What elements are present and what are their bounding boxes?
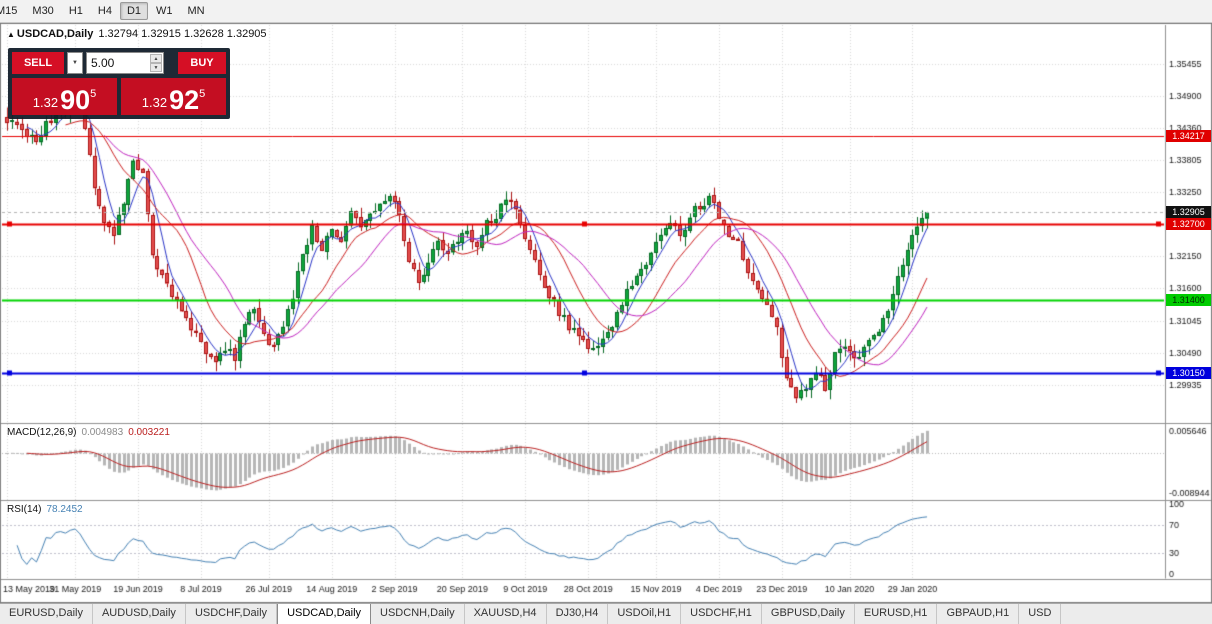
timeframe-w1-button[interactable]: W1 [156,5,173,17]
chart-tab-dj30-h4[interactable]: DJ30,H4 [547,604,609,624]
chart-tab-bar: EURUSD,Daily AUDUSD,Daily USDCHF,Daily USDC… [0,603,1212,624]
macd-indicator-label: MACD(12,26,9) 0.004983 0.003221 [7,427,170,438]
macd-title: MACD(12,26,9) [7,427,77,438]
chart-title: ▲ USDCAD,Daily 1.32794 1.32915 1.32628 1.3… [7,28,267,40]
volume-field: ▲ ▼ [86,52,164,74]
timeframe-mn-button[interactable]: MN [187,5,205,17]
chart-tab-xauusd-h4[interactable]: XAUUSD,H4 [465,604,547,624]
chart-tab-usdoil-h1[interactable]: USDOil,H1 [608,604,682,624]
sell-price-point: 5 [90,88,97,100]
chart-canvas[interactable] [0,23,1212,603]
timeframe-d1-button[interactable]: D1 [119,2,148,20]
sell-price-prefix: 1.32 [32,95,59,110]
volume-increment-button[interactable]: ▲ [150,54,162,63]
volume-stepper: ▲ ▼ [150,54,162,72]
rsi-title: RSI(14) [7,504,42,515]
sell-price-pips: 90 [60,85,91,115]
timeframe-m15-button[interactable]: M15 [0,5,18,17]
chevron-down-icon: ▼ [72,60,78,66]
timeframe-m30-button[interactable]: M30 [32,5,54,17]
one-click-trading-panel: SELL ▼ ▲ ▼ BUY 1.32 90 5 1.32 92 5 [8,48,230,119]
buy-price-pips: 92 [169,85,200,115]
rsi-value: 78.2452 [46,504,83,515]
chart-tab-gbpaud-h1[interactable]: GBPAUD,H1 [937,604,1020,624]
trade-controls-row: SELL ▼ ▲ ▼ BUY [12,52,226,74]
trade-quotes-row: 1.32 90 5 1.32 92 5 [12,78,226,115]
macd-signal-value: 0.003221 [128,427,170,438]
volume-decrement-button[interactable]: ▼ [150,63,162,72]
chart-tab-usdcad-daily[interactable]: USDCAD,Daily [277,604,372,624]
buy-price-point: 5 [199,88,206,100]
chart-symbol-label: USDCAD,Daily [16,28,94,40]
buy-button[interactable]: BUY [178,52,226,74]
macd-main-value: 0.004983 [81,427,124,438]
chart-tab-eurusd-h1[interactable]: EURUSD,H1 [855,604,938,624]
chart-tab-usdchf-h1[interactable]: USDCHF,H1 [681,604,762,624]
sell-price-button[interactable]: 1.32 90 5 [12,78,117,115]
timeframe-toolbar: M15 M30 H1 H4 D1 W1 MN [0,0,1212,23]
timeframe-h1-button[interactable]: H1 [68,5,83,17]
chart-ohlc-values: 1.32794 1.32915 1.32628 1.32905 [98,28,267,40]
chart-tab-usdcnh-daily[interactable]: USDCNH,Daily [371,604,465,624]
chart-tab-gbpusd-daily[interactable]: GBPUSD,Daily [762,604,855,624]
chart-tab-usdchf-daily[interactable]: USDCHF,Daily [186,604,278,624]
timeframe-h4-button[interactable]: H4 [97,5,112,17]
rsi-indicator-label: RSI(14) 78.2452 [7,504,83,515]
buy-price-button[interactable]: 1.32 92 5 [121,78,226,115]
volume-input[interactable] [87,53,151,73]
chart-tab-audusd-daily[interactable]: AUDUSD,Daily [93,604,186,624]
buy-price-prefix: 1.32 [141,95,168,110]
symbol-direction-icon: ▲ [7,30,15,39]
chart-tab-usd[interactable]: USD [1019,604,1062,624]
volume-preset-dropdown[interactable]: ▼ [67,52,83,74]
chart-tab-eurusd-daily[interactable]: EURUSD,Daily [0,604,93,624]
sell-button[interactable]: SELL [12,52,64,74]
